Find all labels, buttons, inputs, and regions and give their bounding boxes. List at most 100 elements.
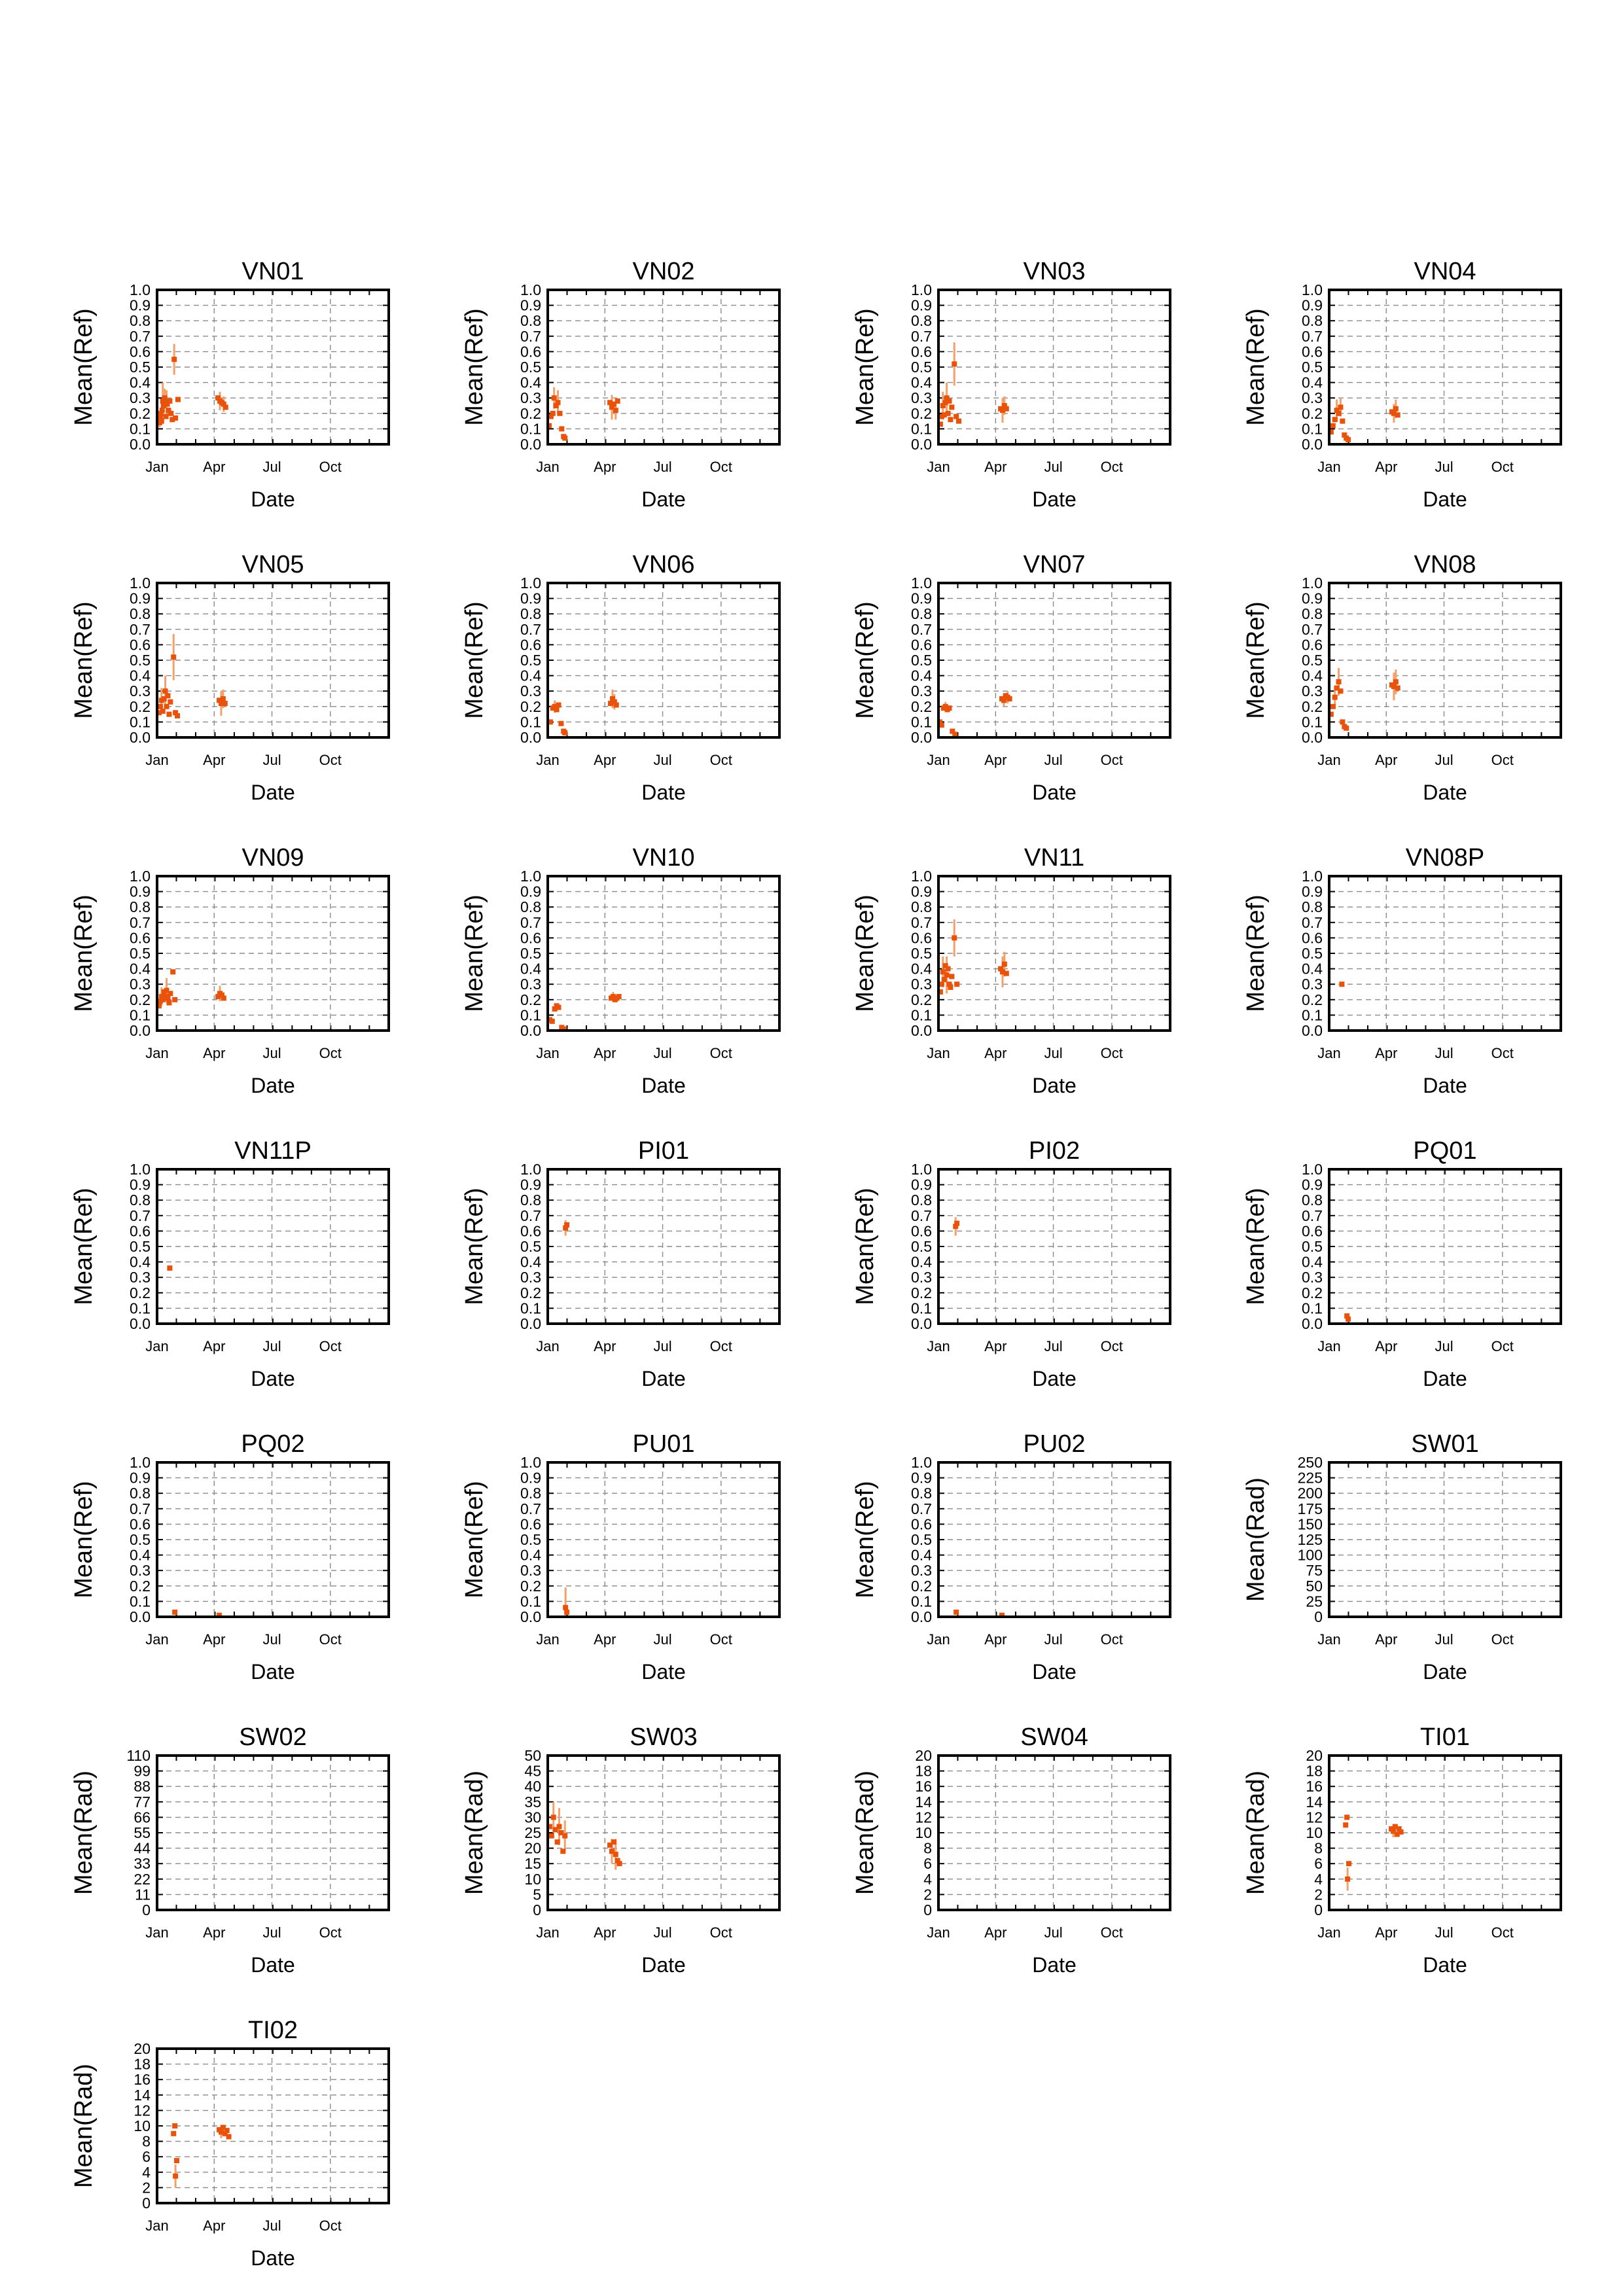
y-tick-label: 0.4: [520, 374, 541, 391]
y-tick-label: 0.7: [130, 1500, 151, 1517]
y-tick-label: 0.9: [911, 297, 932, 314]
y-tick-label: 0.9: [520, 297, 541, 314]
y-tick-label: 0.3: [1302, 1269, 1323, 1286]
x-tick-label: Jul: [262, 459, 281, 475]
data-point: [999, 408, 1005, 414]
subplot-vn04: 0.00.10.20.30.40.50.60.70.80.91.0 Jan Apr J…: [1242, 258, 1562, 511]
y-axis-label: Mean(Rad): [461, 1771, 488, 1895]
x-tick-label: Apr: [1375, 1338, 1397, 1354]
x-tick-label: Oct: [710, 1338, 732, 1354]
plot-frame: [937, 875, 1171, 1032]
data-point: [218, 2129, 224, 2135]
y-tick-label: 0.4: [1302, 374, 1323, 391]
data-point: [217, 1612, 223, 1618]
y-tick-label: 14: [1306, 1793, 1323, 1810]
data-point: [950, 728, 955, 734]
y-tick-label: 0.6: [130, 1515, 151, 1532]
x-tick-label: Jul: [262, 1924, 281, 1941]
x-tick-label: Jan: [927, 1631, 950, 1648]
x-tick-label: Jan: [536, 752, 559, 768]
y-tick-label: 0.5: [520, 359, 541, 376]
data-point: [220, 696, 226, 701]
x-tick-label: Jul: [262, 2217, 281, 2234]
data-point: [1345, 1876, 1351, 1882]
y-tick-label: 0.3: [1302, 976, 1323, 993]
y-tick-label: 0: [1314, 1901, 1323, 1918]
data-point: [162, 688, 168, 694]
x-tick-label: Jul: [1044, 1631, 1062, 1648]
y-tick-label: 22: [134, 1871, 151, 1888]
x-axis-label: Date: [641, 1074, 686, 1097]
x-tick-label: Jul: [1435, 1045, 1453, 1061]
data-point: [171, 357, 177, 362]
data-point: [546, 1824, 552, 1829]
x-tick-label: Jan: [1317, 1045, 1340, 1061]
y-tick-label: 0.5: [1302, 359, 1323, 376]
x-tick-label: Jul: [653, 752, 671, 768]
y-axis-label: Mean(Rad): [70, 1771, 98, 1895]
x-tick-label: Jul: [1044, 1045, 1062, 1061]
y-tick-label: 0.1: [911, 713, 932, 730]
y-tick-label: 0.6: [1302, 636, 1323, 653]
x-tick-label: Apr: [203, 1924, 225, 1941]
y-tick-label: 0.6: [130, 1222, 151, 1239]
data-point: [175, 713, 181, 718]
data-point: [1003, 406, 1009, 412]
y-tick-label: 0.4: [1302, 667, 1323, 684]
y-tick-label: 110: [126, 1747, 151, 1764]
x-tick-label: Apr: [594, 1924, 616, 1941]
x-tick-label: Apr: [984, 752, 1007, 768]
x-tick-label: Jan: [1317, 1338, 1340, 1354]
chart-title: VN01: [241, 258, 304, 285]
y-tick-label: 0.2: [130, 698, 151, 715]
y-tick-label: 15: [524, 1855, 541, 1872]
y-axis-label: Mean(Ref): [461, 308, 488, 426]
x-tick-label: Jan: [536, 1338, 559, 1354]
y-tick-label: 0.7: [911, 621, 932, 638]
x-axis-label: Date: [251, 1953, 295, 1977]
y-tick-label: 0.0: [911, 1022, 932, 1039]
data-point: [1346, 1316, 1351, 1322]
x-tick-label: Apr: [1375, 1631, 1397, 1648]
data-point: [954, 414, 959, 419]
y-tick-label: 0.2: [520, 1578, 541, 1595]
x-tick-label: Apr: [984, 1338, 1007, 1354]
y-tick-label: 1.0: [520, 868, 541, 885]
data-point: [1003, 970, 1009, 976]
data-point: [940, 403, 946, 408]
data-point: [1328, 429, 1334, 435]
data-point: [1340, 719, 1346, 725]
y-tick-label: 0.5: [520, 945, 541, 962]
y-tick-label: 0.3: [911, 389, 932, 406]
chart-title: VN11P: [234, 1137, 312, 1165]
y-tick-label: 1.0: [911, 1454, 932, 1471]
data-point: [956, 418, 962, 424]
data-point: [607, 1842, 613, 1848]
y-tick-label: 250: [1298, 1454, 1323, 1471]
x-tick-label: Apr: [203, 1631, 225, 1648]
y-tick-label: 4: [1314, 1871, 1323, 1888]
data-point: [168, 699, 173, 705]
subplot-pu01: 0.00.10.20.30.40.50.60.70.80.91.0 Jan Apr J…: [461, 1430, 781, 1684]
y-axis-label: Mean(Rad): [1242, 1771, 1270, 1895]
plot-frame: [156, 582, 390, 739]
subplot-vn02: 0.00.10.20.30.40.50.60.70.80.91.0 Jan Apr J…: [461, 258, 781, 511]
y-tick-label: 0.4: [520, 667, 541, 684]
x-axis-label: Date: [1032, 487, 1077, 511]
y-tick-label: 0.6: [1302, 343, 1323, 360]
y-tick-label: 0.6: [1302, 929, 1323, 946]
data-point: [949, 404, 955, 410]
y-tick-label: 25: [524, 1824, 541, 1841]
y-axis-label: Mean(Ref): [1242, 308, 1270, 426]
data-point: [1395, 412, 1400, 418]
y-tick-label: 0.8: [520, 1192, 541, 1209]
y-tick-label: 1.0: [130, 574, 151, 592]
data-point: [166, 408, 171, 414]
y-tick-label: 0.2: [130, 1578, 151, 1595]
y-tick-label: 0.1: [1302, 713, 1323, 730]
data-point: [166, 1000, 172, 1006]
y-axis-label: Mean(Ref): [851, 894, 879, 1012]
data-point: [613, 408, 618, 414]
y-tick-label: 8: [923, 1840, 932, 1857]
y-tick-label: 0.0: [520, 1315, 541, 1332]
